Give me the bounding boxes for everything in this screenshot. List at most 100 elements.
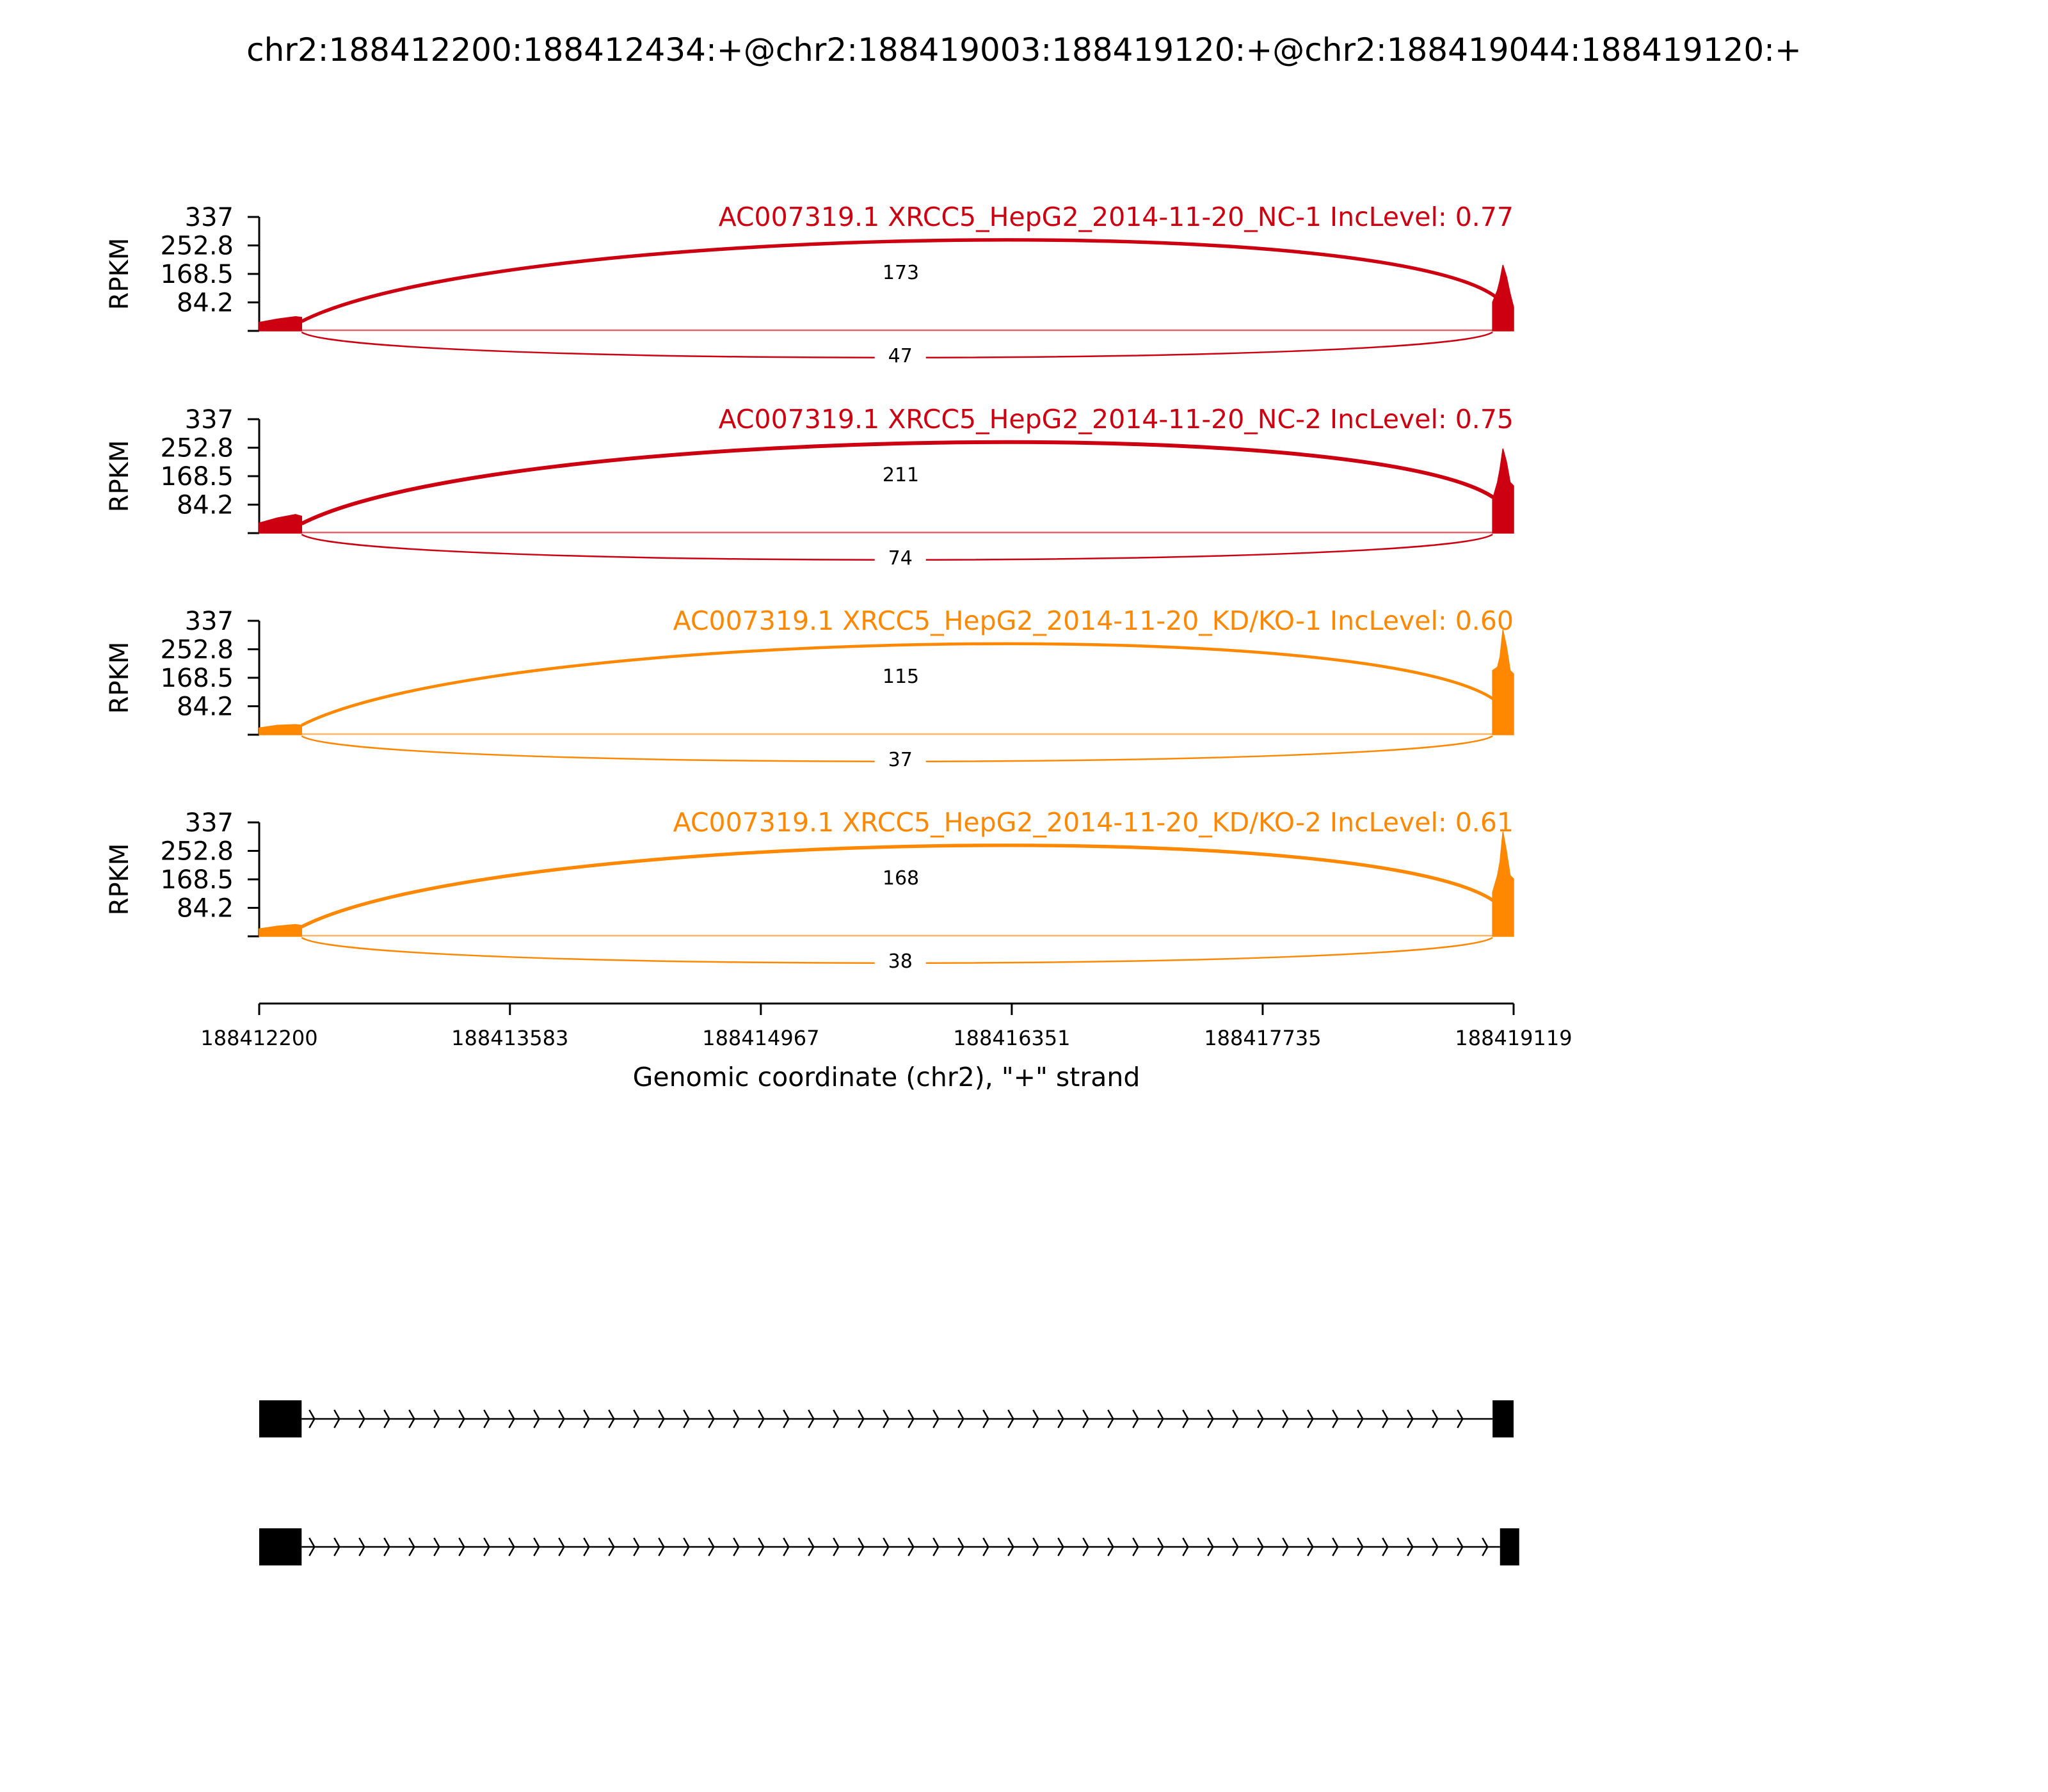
strand-arrow — [1232, 1537, 1239, 1556]
junction-count: 211 — [883, 464, 919, 486]
x-axis: 188412200 188413583 188414967 188416351 1884… — [200, 1002, 1572, 1050]
junction-count-bg — [875, 261, 927, 284]
strand-arrow — [808, 1409, 815, 1428]
y-tick-label: 252.8 — [160, 433, 234, 463]
strand-arrow — [333, 1409, 340, 1428]
y-axis-label: RPKM — [105, 440, 134, 513]
track-label: AC007319.1 XRCC5_HepG2_2014-11-20_KD/KO-… — [673, 807, 1514, 838]
strand-arrow — [1132, 1537, 1139, 1556]
strand-arrow — [858, 1537, 865, 1556]
coverage-area-exon-2 — [1492, 630, 1514, 735]
junction-count-bg — [874, 547, 926, 570]
strand-arrow — [1432, 1409, 1439, 1428]
coverage-area-exon-1 — [259, 514, 303, 534]
strand-arrow — [1207, 1409, 1214, 1428]
isoform-2 — [259, 1528, 1519, 1565]
strand-arrow — [408, 1409, 415, 1428]
junction-arc-above — [300, 440, 1501, 525]
strand-arrow — [908, 1409, 915, 1428]
strand-arrow — [1032, 1409, 1039, 1428]
strand-arrow — [658, 1409, 665, 1428]
strand-arrow — [333, 1537, 340, 1556]
strand-arrow — [1432, 1537, 1439, 1556]
strand-arrow — [1282, 1409, 1289, 1428]
strand-arrow — [1332, 1409, 1339, 1428]
y-tick-label: 84.2 — [177, 692, 234, 722]
strand-arrow — [483, 1409, 490, 1428]
plot-title: chr2:188412200:188412434:+@chr2:18841900… — [246, 31, 1802, 68]
junction-count-bg — [875, 463, 927, 486]
strand-arrow — [908, 1537, 915, 1556]
exon-block-1 — [259, 1528, 302, 1565]
x-tick-label: 188419119 — [1455, 1026, 1572, 1050]
strand-arrow — [1382, 1409, 1389, 1428]
exon-block-2 — [1500, 1528, 1519, 1565]
strand-arrow — [833, 1409, 840, 1428]
strand-arrow — [1307, 1537, 1314, 1556]
junction-count-bg — [875, 665, 927, 688]
junction-count: 115 — [883, 666, 919, 688]
strand-arrow — [1257, 1537, 1264, 1556]
x-tick-label: 188416351 — [953, 1026, 1070, 1050]
strand-arrow — [408, 1537, 415, 1556]
strand-arrow — [608, 1537, 615, 1556]
strand-arrow — [733, 1409, 740, 1428]
junction-count-bg — [874, 950, 926, 973]
junction-count: 47 — [888, 345, 913, 367]
strand-arrow — [883, 1537, 890, 1556]
strand-arrow — [1332, 1537, 1339, 1556]
junction-arc-above — [301, 238, 1501, 323]
strand-arrow — [1407, 1537, 1414, 1556]
track-label: AC007319.1 XRCC5_HepG2_2014-11-20_KD/KO-… — [673, 605, 1514, 636]
junction-count: 37 — [888, 749, 913, 771]
coverage-area-exon-1 — [259, 724, 303, 735]
strand-arrow — [1057, 1409, 1064, 1428]
strand-arrow — [883, 1409, 890, 1428]
exon-block-2 — [1492, 1400, 1514, 1437]
strand-arrow — [308, 1409, 316, 1428]
y-tick-label: 84.2 — [177, 289, 234, 318]
strand-arrow — [583, 1537, 590, 1556]
strand-arrow — [683, 1537, 690, 1556]
strand-arrow — [633, 1409, 640, 1428]
strand-arrow — [1357, 1537, 1364, 1556]
strand-arrow — [783, 1537, 790, 1556]
strand-arrow — [1107, 1409, 1114, 1428]
strand-arrow — [932, 1537, 940, 1556]
junction-count: 74 — [888, 547, 913, 570]
strand-arrow — [1232, 1409, 1239, 1428]
strand-arrow — [633, 1537, 640, 1556]
y-tick-label: 252.8 — [160, 231, 234, 260]
strand-arrow — [1407, 1409, 1414, 1428]
strand-arrow — [708, 1409, 715, 1428]
strand-arrow — [508, 1409, 515, 1428]
strand-arrow — [708, 1537, 715, 1556]
strand-arrow — [957, 1409, 964, 1428]
junction-count-bg — [875, 867, 927, 890]
y-tick-label: 252.8 — [160, 836, 234, 866]
exon-block-1 — [259, 1400, 302, 1437]
junction-count: 168 — [883, 867, 919, 890]
y-tick-label: 168.5 — [160, 865, 234, 895]
strand-arrow — [308, 1537, 316, 1556]
strand-arrow — [1007, 1537, 1014, 1556]
isoform-models — [259, 1400, 1519, 1565]
strand-arrow — [383, 1537, 390, 1556]
strand-arrow — [1382, 1537, 1389, 1556]
strand-arrow — [533, 1409, 540, 1428]
y-tick-label: 252.8 — [160, 635, 234, 664]
strand-arrow — [433, 1537, 440, 1556]
strand-arrow — [1057, 1537, 1064, 1556]
y-tick-label: 168.5 — [160, 462, 234, 492]
strand-arrow — [1157, 1409, 1164, 1428]
strand-arrow — [558, 1537, 565, 1556]
strand-arrow — [758, 1409, 765, 1428]
coverage-area-exon-1 — [259, 316, 303, 332]
coverage-area-exon-2 — [1492, 831, 1514, 937]
strand-arrow — [1482, 1537, 1489, 1556]
junction-arc-above — [301, 844, 1501, 929]
strand-arrow — [1282, 1537, 1289, 1556]
